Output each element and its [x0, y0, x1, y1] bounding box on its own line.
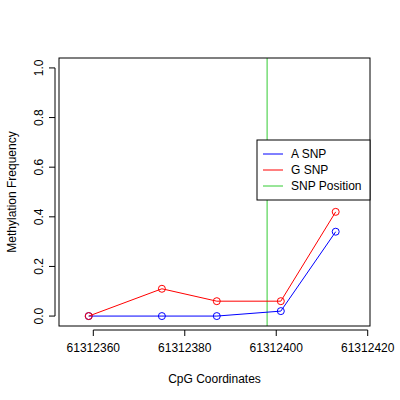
y-axis-label: Methylation Frequency — [5, 131, 19, 252]
series-line — [89, 232, 336, 316]
background — [0, 0, 400, 400]
series-point — [332, 228, 339, 235]
chart: 61312360 61312380 61312400 61312420 0.0 0.2 0.… — [0, 0, 400, 400]
legend-label: SNP Position — [291, 179, 361, 193]
x-tick-label: 61312380 — [158, 341, 212, 355]
x-tick-label: 61312400 — [250, 341, 304, 355]
y-tick — [49, 316, 55, 317]
y-tick — [49, 67, 55, 68]
y-tick-label: 0.2 — [32, 258, 46, 275]
legend-swatch — [263, 186, 283, 187]
y-tick-label: 0.0 — [32, 307, 46, 324]
series-point — [277, 298, 284, 305]
series-line — [89, 212, 336, 316]
x-axis-label: CpG Coordinates — [168, 372, 261, 386]
series-point — [158, 313, 165, 320]
series-point — [213, 298, 220, 305]
series-point — [213, 313, 220, 320]
y-tick — [49, 167, 55, 168]
y-axis-line — [55, 68, 56, 316]
legend-swatch — [263, 170, 283, 171]
plot-frame — [59, 58, 370, 326]
x-tick-label: 61312360 — [67, 341, 121, 355]
y-tick-label: 0.4 — [32, 208, 46, 225]
y-tick — [49, 216, 55, 217]
y-tick — [49, 266, 55, 267]
x-tick-label: 61312420 — [341, 341, 395, 355]
x-tick — [184, 330, 185, 336]
x-axis-line — [93, 330, 367, 331]
series-point — [158, 285, 165, 292]
legend: A SNP G SNP SNP Position — [257, 140, 370, 200]
legend-label: G SNP — [291, 163, 328, 177]
y-tick-label: 0.8 — [32, 109, 46, 126]
legend-swatch — [263, 154, 283, 155]
x-tick — [367, 330, 368, 336]
y-tick-label: 1.0 — [32, 59, 46, 76]
series-point — [85, 313, 92, 320]
x-tick — [93, 330, 94, 336]
y-tick — [49, 117, 55, 118]
series-point — [332, 208, 339, 215]
series-point — [277, 308, 284, 315]
x-tick — [276, 330, 277, 336]
legend-box — [257, 140, 370, 200]
y-tick-label: 0.6 — [32, 159, 46, 176]
legend-label: A SNP — [291, 147, 326, 161]
